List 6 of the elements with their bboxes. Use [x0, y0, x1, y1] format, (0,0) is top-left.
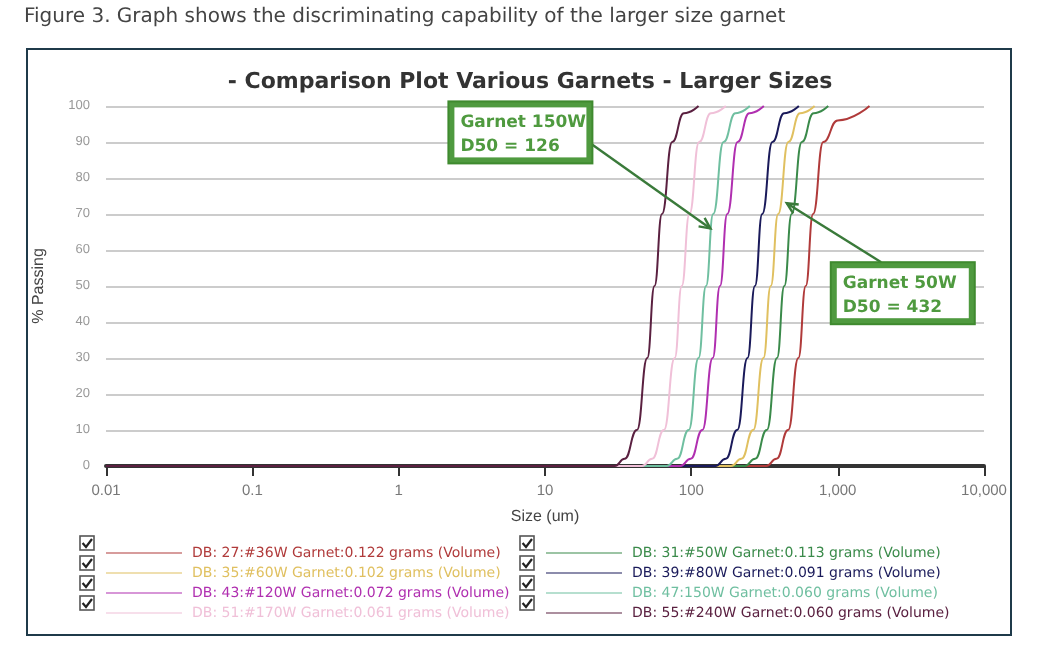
chart-title: - Comparison Plot Various Garnets - Larger Sizes	[227, 68, 834, 94]
annotation: Garnet 50W D50 = 432	[842, 274, 958, 319]
y-axis-title: % Passing	[29, 248, 47, 324]
annotation: Garnet 150W D50 = 126	[460, 113, 588, 158]
x-axis-title: Size (um)	[510, 506, 580, 525]
caption: Figure 3. Graph shows the discriminating capability of the larger size garnet	[24, 6, 786, 28]
